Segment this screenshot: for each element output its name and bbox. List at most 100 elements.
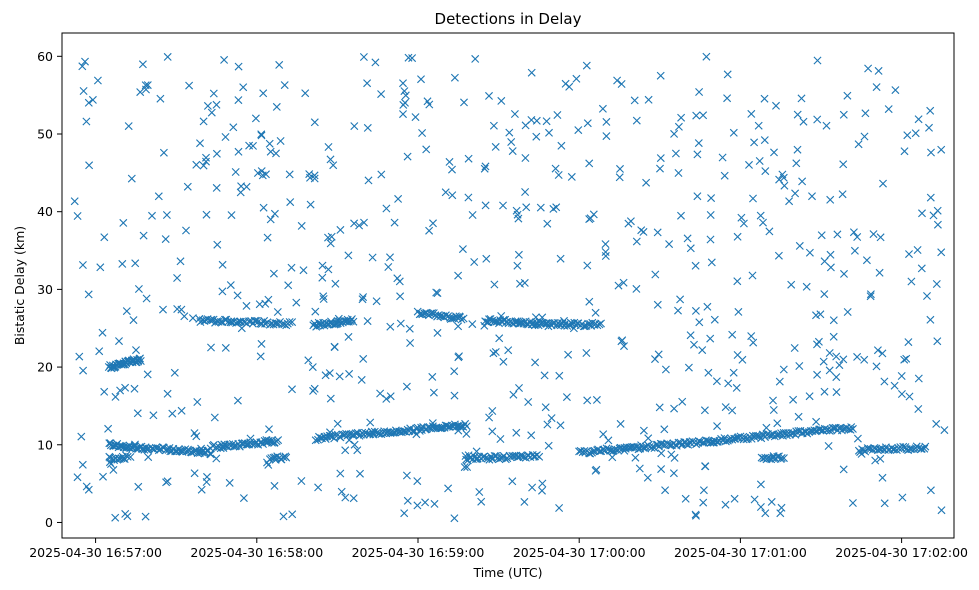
point-1110: [660, 425, 669, 434]
point-1447: [268, 436, 277, 445]
point-1189: [399, 79, 407, 88]
point-1159: [850, 246, 859, 255]
point-1026: [825, 366, 834, 375]
point-1225: [866, 290, 875, 299]
point-859: [256, 352, 265, 361]
point-1171: [774, 251, 783, 260]
point-1106: [707, 194, 716, 203]
point-901: [601, 240, 610, 249]
point-1062: [257, 131, 266, 140]
point-1250: [123, 512, 132, 521]
point-960: [85, 161, 94, 170]
point-1165: [292, 298, 301, 307]
point-811: [143, 81, 152, 90]
point-1186: [176, 257, 185, 266]
point-666: [794, 427, 803, 435]
point-1074: [363, 123, 372, 132]
point-756: [921, 442, 930, 451]
point-779: [604, 436, 613, 445]
point-868: [202, 153, 210, 162]
point-761: [210, 413, 219, 422]
point-1306: [720, 171, 729, 180]
point-978: [521, 121, 530, 130]
point-1391: [192, 432, 201, 441]
point-1434: [656, 71, 665, 80]
point-1042: [531, 313, 540, 322]
point-175: [268, 438, 276, 447]
point-1334: [538, 313, 547, 322]
point-1208: [481, 201, 490, 210]
point-878: [413, 501, 422, 510]
x-tick-label-5: 2025-04-30 17:02:00: [835, 545, 968, 560]
point-942: [144, 453, 153, 462]
point-1424: [805, 248, 814, 257]
point-785: [233, 396, 242, 405]
point-249: [319, 318, 328, 327]
point-1252: [585, 159, 594, 168]
point-850: [750, 495, 759, 504]
point-1279: [665, 240, 674, 249]
point-1366: [733, 232, 742, 241]
point-1081: [522, 203, 531, 212]
point-1173: [670, 129, 679, 138]
point-1034: [239, 494, 248, 503]
point-1291: [793, 145, 802, 154]
point-966: [813, 115, 822, 124]
point-1141: [402, 471, 411, 480]
point-872: [366, 418, 375, 427]
point-1078: [363, 317, 372, 326]
point-1276: [463, 463, 472, 471]
point-1286: [464, 154, 473, 163]
point-1393: [812, 417, 821, 426]
point-544: [602, 444, 611, 453]
point-1442: [541, 403, 550, 412]
point-1372: [418, 129, 427, 137]
point-1337: [547, 414, 556, 423]
point-1228: [545, 128, 553, 137]
point-773: [684, 363, 693, 372]
point-807: [401, 91, 410, 100]
point-481: [597, 319, 605, 328]
point-1001: [318, 273, 327, 282]
point-1359: [777, 503, 786, 512]
point-1056: [403, 152, 412, 161]
point-1344: [686, 244, 695, 253]
point-1289: [692, 111, 701, 120]
point-1444: [690, 340, 698, 349]
point-1435: [154, 192, 163, 201]
point-794: [585, 297, 594, 306]
point-1411: [131, 259, 140, 268]
point-1320: [359, 53, 368, 61]
point-828: [127, 174, 136, 183]
point-762: [789, 395, 798, 404]
point-757: [866, 292, 875, 301]
point-1086: [860, 132, 869, 141]
point-1175: [227, 317, 236, 326]
point-1437: [754, 121, 763, 130]
point-855: [820, 387, 829, 396]
point-1184: [508, 147, 517, 156]
point-987: [655, 403, 664, 412]
point-1067: [820, 257, 829, 266]
point-1079: [78, 62, 87, 71]
point-517: [519, 453, 528, 462]
point-1423: [884, 105, 893, 114]
point-1144: [873, 346, 882, 355]
point-1317: [651, 270, 660, 279]
point-983: [460, 463, 469, 472]
point-1428: [676, 295, 685, 304]
point-1318: [832, 352, 841, 361]
point-842: [234, 62, 243, 71]
point-1216: [795, 241, 804, 250]
point-1313: [138, 60, 147, 69]
point-1335: [817, 231, 826, 240]
point-1378: [462, 429, 471, 438]
point-1077: [926, 315, 935, 324]
point-837: [706, 334, 715, 343]
point-578: [656, 439, 665, 448]
point-1422: [848, 499, 857, 507]
point-1041: [521, 154, 530, 162]
point-352: [434, 423, 443, 432]
point-1292: [177, 406, 186, 415]
point-302: [361, 428, 370, 437]
